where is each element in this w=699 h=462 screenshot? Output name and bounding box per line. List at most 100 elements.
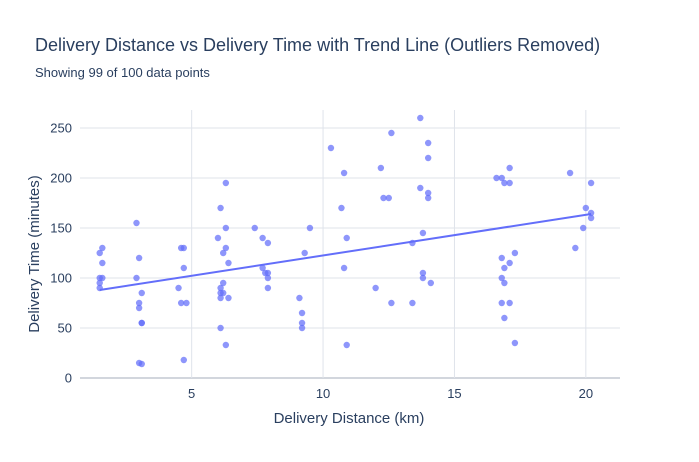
- data-point[interactable]: [580, 224, 587, 232]
- data-point[interactable]: [380, 194, 387, 202]
- data-point[interactable]: [222, 244, 230, 252]
- data-point[interactable]: [419, 274, 427, 282]
- data-point[interactable]: [417, 184, 424, 192]
- data-point[interactable]: [417, 114, 424, 122]
- x-tick-label: 20: [579, 386, 593, 401]
- data-point[interactable]: [498, 254, 505, 262]
- data-point[interactable]: [587, 179, 595, 187]
- data-point[interactable]: [264, 269, 272, 277]
- data-point[interactable]: [133, 274, 140, 282]
- data-point[interactable]: [180, 264, 187, 272]
- data-point[interactable]: [99, 259, 106, 267]
- data-point[interactable]: [419, 229, 427, 237]
- data-point[interactable]: [501, 279, 508, 287]
- data-point[interactable]: [566, 169, 574, 177]
- data-point[interactable]: [377, 164, 385, 172]
- data-point[interactable]: [306, 224, 314, 232]
- data-point[interactable]: [385, 194, 392, 202]
- data-points[interactable]: [96, 114, 595, 368]
- data-point[interactable]: [498, 274, 505, 282]
- data-point[interactable]: [340, 169, 348, 177]
- data-point[interactable]: [220, 249, 227, 257]
- y-tick-label: 200: [50, 171, 72, 186]
- data-point[interactable]: [259, 264, 266, 272]
- data-point[interactable]: [409, 239, 416, 247]
- data-point[interactable]: [427, 279, 435, 287]
- y-axis-title: Delivery Time (minutes): [26, 175, 43, 333]
- data-point[interactable]: [251, 224, 258, 232]
- data-point[interactable]: [340, 264, 348, 272]
- data-point[interactable]: [135, 304, 143, 312]
- data-point[interactable]: [301, 249, 308, 257]
- data-point[interactable]: [225, 294, 232, 302]
- data-point[interactable]: [135, 254, 143, 262]
- data-point[interactable]: [220, 289, 227, 297]
- data-point[interactable]: [175, 284, 182, 292]
- data-point[interactable]: [587, 209, 595, 217]
- data-point[interactable]: [214, 234, 222, 242]
- data-point[interactable]: [343, 341, 350, 349]
- data-point[interactable]: [135, 299, 143, 307]
- data-point[interactable]: [222, 224, 230, 232]
- data-point[interactable]: [180, 244, 187, 252]
- data-point[interactable]: [259, 234, 266, 242]
- data-point[interactable]: [493, 174, 500, 182]
- x-tick-label: 5: [188, 386, 195, 401]
- data-point[interactable]: [99, 244, 106, 252]
- data-point[interactable]: [506, 259, 513, 267]
- data-point[interactable]: [327, 144, 335, 152]
- data-point[interactable]: [498, 174, 505, 182]
- data-point[interactable]: [501, 264, 508, 272]
- data-point[interactable]: [409, 299, 416, 307]
- data-point[interactable]: [511, 339, 519, 347]
- data-point[interactable]: [572, 244, 579, 252]
- data-point[interactable]: [501, 179, 508, 187]
- chart-title: Delivery Distance vs Delivery Time with …: [35, 35, 600, 55]
- data-point[interactable]: [225, 259, 232, 267]
- data-point[interactable]: [501, 314, 508, 322]
- data-point[interactable]: [99, 274, 106, 282]
- data-point[interactable]: [388, 299, 395, 307]
- data-point[interactable]: [177, 299, 185, 307]
- data-point[interactable]: [133, 219, 140, 227]
- data-point[interactable]: [264, 284, 272, 292]
- data-point[interactable]: [372, 284, 379, 292]
- data-point[interactable]: [388, 129, 395, 137]
- y-tick-label: 250: [50, 121, 72, 136]
- data-point[interactable]: [498, 299, 505, 307]
- data-point[interactable]: [298, 319, 306, 327]
- data-point[interactable]: [582, 204, 590, 212]
- data-point[interactable]: [296, 294, 303, 302]
- data-point[interactable]: [217, 204, 224, 212]
- data-point[interactable]: [96, 279, 103, 287]
- data-point[interactable]: [180, 356, 187, 364]
- data-point[interactable]: [183, 299, 190, 307]
- data-point[interactable]: [298, 324, 306, 332]
- data-point[interactable]: [424, 154, 432, 162]
- data-point[interactable]: [96, 249, 103, 257]
- data-point[interactable]: [217, 294, 224, 302]
- data-point[interactable]: [506, 299, 513, 307]
- data-point[interactable]: [138, 360, 145, 368]
- data-point[interactable]: [217, 284, 224, 292]
- data-point[interactable]: [220, 279, 227, 287]
- data-point[interactable]: [217, 324, 224, 332]
- data-point[interactable]: [138, 289, 145, 297]
- data-point[interactable]: [587, 214, 595, 222]
- data-point[interactable]: [264, 274, 272, 282]
- data-point[interactable]: [511, 249, 519, 257]
- data-point[interactable]: [96, 284, 103, 292]
- data-point[interactable]: [298, 309, 306, 317]
- data-point[interactable]: [222, 179, 230, 187]
- data-point[interactable]: [506, 179, 513, 187]
- data-point[interactable]: [424, 189, 432, 197]
- data-point[interactable]: [424, 139, 432, 147]
- data-point[interactable]: [138, 319, 145, 327]
- data-point[interactable]: [419, 269, 427, 277]
- data-point[interactable]: [506, 164, 513, 172]
- data-point[interactable]: [424, 194, 432, 202]
- data-point[interactable]: [338, 204, 345, 212]
- data-point[interactable]: [343, 234, 350, 242]
- data-point[interactable]: [222, 341, 230, 349]
- data-point[interactable]: [264, 239, 272, 247]
